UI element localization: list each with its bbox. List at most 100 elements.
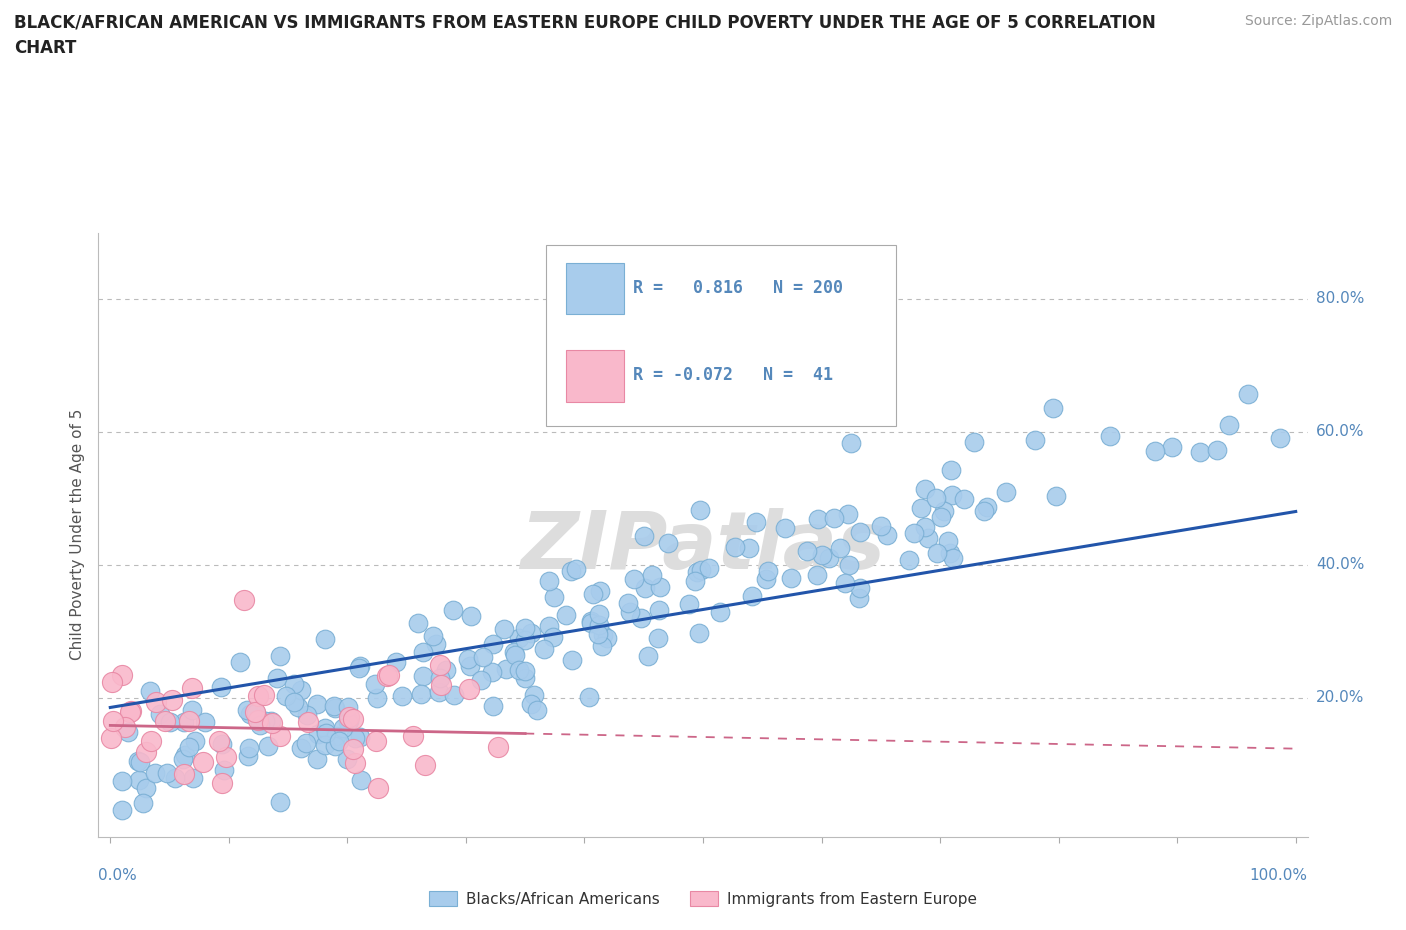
Point <box>560 564 582 578</box>
Point <box>648 603 671 618</box>
Point <box>914 482 936 497</box>
Point <box>837 507 859 522</box>
Text: R =   0.816   N = 200: R = 0.816 N = 200 <box>633 279 842 297</box>
Point <box>929 510 952 525</box>
Point <box>391 688 413 703</box>
Point <box>253 713 276 728</box>
Point <box>412 644 434 659</box>
Point <box>323 698 346 713</box>
Point <box>287 700 309 715</box>
Point <box>184 734 207 749</box>
Point <box>533 642 555 657</box>
Point <box>617 595 640 610</box>
Point <box>235 703 257 718</box>
Point <box>526 702 548 717</box>
Text: 60.0%: 60.0% <box>1316 424 1364 439</box>
Text: BLACK/AFRICAN AMERICAN VS IMMIGRANTS FROM EASTERN EUROPE CHILD POVERTY UNDER THE: BLACK/AFRICAN AMERICAN VS IMMIGRANTS FRO… <box>14 14 1156 32</box>
Text: CHART: CHART <box>14 39 76 57</box>
Point <box>870 518 893 533</box>
Point <box>138 684 160 698</box>
Point <box>411 686 433 701</box>
Point <box>180 703 202 718</box>
Point <box>941 463 963 478</box>
Point <box>519 697 541 711</box>
Point <box>163 771 186 786</box>
Point <box>172 751 194 766</box>
Point <box>290 683 312 698</box>
Point <box>806 567 828 582</box>
Point <box>589 583 612 598</box>
Point <box>135 781 157 796</box>
Point <box>914 519 936 534</box>
FancyBboxPatch shape <box>546 245 897 426</box>
Point <box>260 713 283 728</box>
Point <box>245 706 267 721</box>
Point <box>269 648 291 663</box>
Point <box>1042 401 1064 416</box>
Point <box>215 750 238 764</box>
Point <box>581 587 603 602</box>
Text: R = -0.072   N =  41: R = -0.072 N = 41 <box>633 365 832 383</box>
Point <box>686 565 709 579</box>
Text: ZIPatlas: ZIPatlas <box>520 508 886 586</box>
Point <box>588 618 610 632</box>
Point <box>482 637 505 652</box>
Point <box>402 728 425 743</box>
Point <box>174 748 197 763</box>
Point <box>307 751 329 766</box>
Point <box>745 515 768 530</box>
Point <box>366 691 388 706</box>
Point <box>337 714 360 729</box>
Point <box>337 713 360 728</box>
Point <box>942 551 965 565</box>
Point <box>337 710 360 724</box>
Point <box>938 545 960 560</box>
Point <box>295 708 318 723</box>
Point <box>153 714 176 729</box>
Point <box>592 628 614 643</box>
Point <box>349 730 371 745</box>
Point <box>481 699 503 714</box>
Text: 40.0%: 40.0% <box>1316 557 1364 572</box>
Point <box>688 625 710 640</box>
Point <box>425 636 447 651</box>
Point <box>810 548 832 563</box>
Point <box>156 765 179 780</box>
Point <box>441 603 464 618</box>
Point <box>796 544 818 559</box>
Point <box>818 551 841 565</box>
Point <box>101 674 124 689</box>
Point <box>543 590 565 604</box>
Point <box>828 540 851 555</box>
Point <box>458 682 481 697</box>
Point <box>513 632 536 647</box>
Point <box>637 648 659 663</box>
Point <box>314 631 336 646</box>
Point <box>367 781 389 796</box>
Point <box>135 744 157 759</box>
Point <box>565 561 588 576</box>
Point <box>723 539 745 554</box>
Point <box>932 504 955 519</box>
Point <box>364 734 387 749</box>
Point <box>173 715 195 730</box>
Point <box>129 754 152 769</box>
Point <box>623 572 645 587</box>
Point <box>457 652 479 667</box>
Point <box>412 668 434 683</box>
Point <box>233 593 256 608</box>
Point <box>543 630 565 644</box>
Point <box>283 676 305 691</box>
Point <box>181 771 204 786</box>
Point <box>211 737 233 751</box>
Point <box>917 530 939 545</box>
Point <box>274 689 297 704</box>
Point <box>269 728 291 743</box>
Point <box>143 765 166 780</box>
Point <box>994 485 1017 499</box>
Point <box>177 713 200 728</box>
Point <box>561 653 583 668</box>
Point <box>953 491 976 506</box>
Point <box>111 802 134 817</box>
Point <box>824 510 846 525</box>
